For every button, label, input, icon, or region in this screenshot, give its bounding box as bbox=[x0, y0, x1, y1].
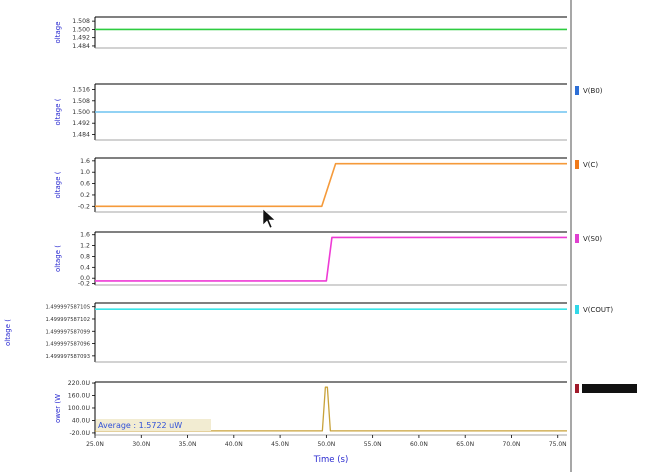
y-tick-label: 1.6 bbox=[80, 158, 90, 165]
x-tick-label: 65.0N bbox=[456, 441, 474, 448]
x-tick-label: 25.0N bbox=[86, 441, 104, 448]
x-tick-label: 50.0N bbox=[317, 441, 335, 448]
y-tick-label: 100.0U bbox=[68, 405, 90, 412]
y-axis-label: oltage bbox=[54, 21, 62, 43]
panel-p2: 1.516 1.508 1.500 1.492 1.484 oltage ( V(B0) bbox=[54, 83, 603, 141]
y-tick-label: 1.499997587099 bbox=[45, 329, 90, 335]
y-tick-label: 0.6 bbox=[80, 181, 90, 188]
y-axis-label: ower (W bbox=[54, 394, 62, 423]
y-tick-label: 1.499997587102 bbox=[45, 317, 90, 323]
y-tick-label: 1.508 bbox=[72, 98, 90, 105]
legend-swatch bbox=[575, 86, 579, 95]
y-tick-label: 160.0U bbox=[68, 393, 90, 400]
legend-swatch bbox=[575, 160, 579, 169]
legend-label: V(S0) bbox=[583, 235, 602, 243]
x-tick-label: 30.0N bbox=[132, 441, 150, 448]
y-axis-label: oltage ( bbox=[54, 171, 62, 198]
legend-label: V(C) bbox=[583, 161, 598, 169]
x-tick-label: 45.0N bbox=[271, 441, 289, 448]
series-trace-p6[interactable] bbox=[95, 386, 567, 432]
y-tick-label: 1.516 bbox=[72, 87, 90, 94]
y-tick-label: 0.2 bbox=[80, 192, 90, 199]
y-tick-label: 1.499997587093 bbox=[45, 354, 90, 360]
average-label: Average : 1.5722 uW bbox=[98, 421, 182, 430]
y-tick-label: 1.500 bbox=[72, 109, 90, 116]
panel-p3: 1.6 1.0 0.6 0.2 -0.2 oltage ( V(C) bbox=[54, 157, 598, 213]
series-trace-p3[interactable] bbox=[95, 162, 567, 208]
y-tick-label: 1.484 bbox=[72, 131, 90, 138]
mouse-pointer-icon bbox=[262, 208, 276, 229]
x-tick-label: 35.0N bbox=[179, 441, 197, 448]
x-tick-label: 75.0N bbox=[549, 441, 567, 448]
y-tick-label: 1.492 bbox=[72, 35, 90, 42]
y-axis-label: oltage ( bbox=[4, 319, 12, 346]
x-tick-label: 40.0N bbox=[225, 441, 243, 448]
x-axis-label: Time (s) bbox=[313, 455, 349, 465]
y-axis-label: oltage ( bbox=[54, 245, 62, 272]
y-tick-label: 1.500 bbox=[72, 26, 90, 33]
legend-label: V(B0) bbox=[583, 87, 603, 95]
y-tick-label: 220.0U bbox=[68, 380, 90, 387]
y-tick-label: 40.0U bbox=[72, 417, 90, 424]
y-tick-label: -20.0U bbox=[69, 430, 90, 437]
legend-swatch bbox=[575, 384, 579, 393]
y-tick-label: -0.2 bbox=[78, 281, 90, 288]
y-tick-label: 1.49999758710S bbox=[45, 305, 90, 311]
y-tick-label: 0.8 bbox=[80, 253, 90, 260]
y-axis-label: oltage ( bbox=[54, 98, 62, 125]
y-tick-label: 0.0 bbox=[80, 275, 90, 282]
y-tick-label: 0.4 bbox=[80, 264, 90, 271]
x-tick-label: 60.0N bbox=[410, 441, 428, 448]
y-tick-label: 1.2 bbox=[80, 243, 90, 250]
y-tick-label: 1.6 bbox=[80, 232, 90, 239]
panel-p6: 220.0U 160.0U 100.0U 40.0U -20.0U ower (W Aver… bbox=[54, 380, 637, 437]
panel-p5: 1.49999758710S 1.499997587102 1.4999975870… bbox=[4, 302, 613, 363]
average-label-bg bbox=[96, 419, 211, 431]
legend-swatch bbox=[575, 305, 579, 314]
y-tick-label: 1.484 bbox=[72, 43, 90, 50]
y-tick-label: 1.0 bbox=[80, 169, 90, 176]
x-tick-label: 55.0N bbox=[364, 441, 382, 448]
y-tick-label: 1.508 bbox=[72, 18, 90, 25]
x-tick-label: 70.0N bbox=[503, 441, 521, 448]
y-tick-label: 1.492 bbox=[72, 120, 90, 127]
y-tick-label: -0.2 bbox=[78, 203, 90, 210]
series-trace-p4[interactable] bbox=[95, 236, 567, 282]
legend-swatch bbox=[575, 234, 579, 243]
legend-label: V(COUT) bbox=[583, 306, 613, 314]
legend-label-box[interactable] bbox=[582, 384, 637, 393]
y-tick-label: 1.499997587096 bbox=[45, 342, 90, 348]
panel-p4: 1.6 1.2 0.8 0.4 0.0-0.2 oltage ( V(S0) bbox=[54, 231, 602, 288]
